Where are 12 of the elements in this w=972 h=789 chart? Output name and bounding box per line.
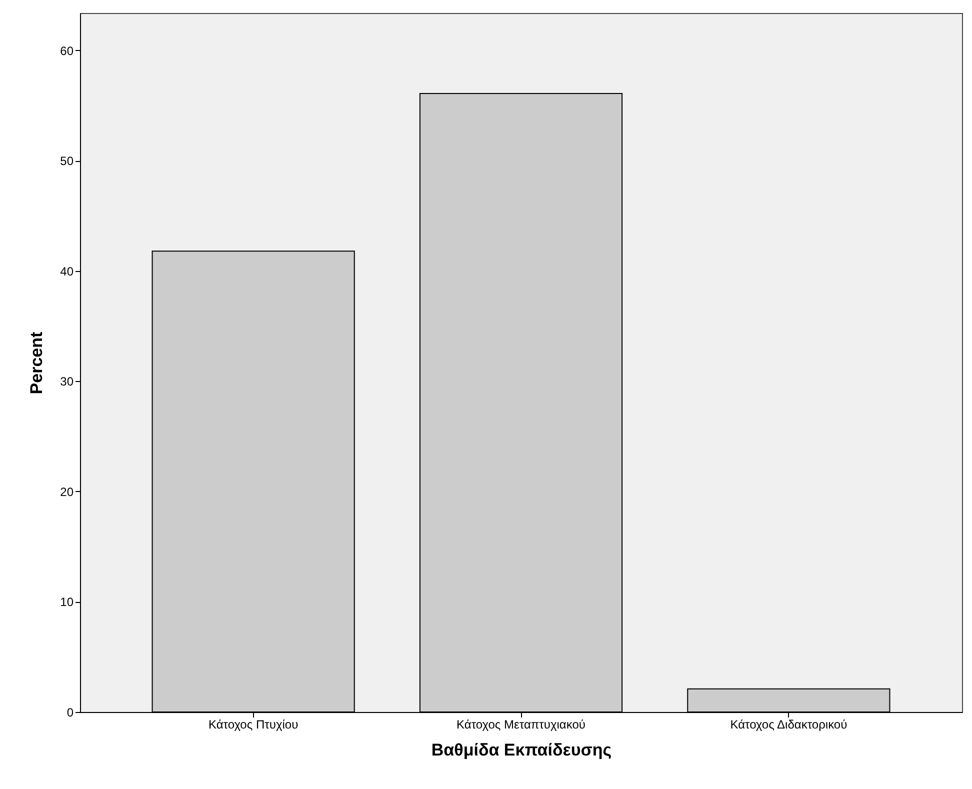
y-tick-label: 0	[66, 706, 74, 720]
y-tick-label: 10	[60, 595, 74, 610]
y-tick-label: 60	[60, 44, 74, 58]
y-tick-label: 30	[60, 374, 74, 389]
x-axis-title: Βαθμίδα Εκπαίδευσης	[431, 740, 612, 760]
y-tick-label: 40	[60, 264, 74, 278]
y-axis-title: Percent	[27, 331, 46, 394]
y-tick-label: 20	[60, 484, 74, 499]
x-tick-label: Κάτοχος Πτυχίου	[208, 718, 298, 732]
y-tick-label: 50	[60, 154, 74, 168]
x-tick-label: Κάτοχος Μεταπτυχιακού	[456, 718, 586, 732]
x-tick-label: Κάτοχος Διδακτορικού	[730, 718, 848, 732]
